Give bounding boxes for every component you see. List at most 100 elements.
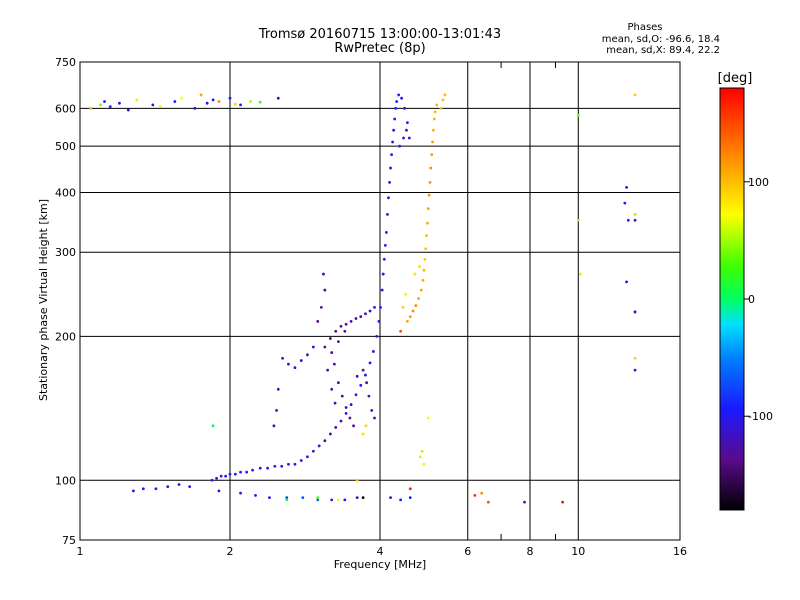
data-point xyxy=(239,103,242,107)
data-point xyxy=(393,117,397,121)
data-point xyxy=(293,366,297,370)
data-point xyxy=(268,496,271,499)
data-point xyxy=(228,96,232,100)
data-point xyxy=(311,345,315,349)
data-point xyxy=(403,106,406,110)
data-point xyxy=(306,455,309,459)
x-tick-label: 8 xyxy=(527,545,534,558)
colorbar-tick-label: -100 xyxy=(748,410,773,423)
data-point xyxy=(418,455,422,459)
data-point xyxy=(423,257,427,261)
data-point xyxy=(433,110,437,114)
data-point xyxy=(391,140,395,144)
data-point xyxy=(228,472,232,476)
data-point xyxy=(233,472,237,476)
x-tick-label: 16 xyxy=(673,545,687,558)
data-point xyxy=(355,496,359,499)
data-point xyxy=(317,444,321,448)
data-point xyxy=(399,329,403,333)
data-point xyxy=(336,381,340,385)
data-point xyxy=(132,489,135,493)
data-point xyxy=(418,265,421,268)
data-point xyxy=(339,324,343,328)
data-point xyxy=(188,485,192,489)
data-point xyxy=(159,105,162,109)
data-point xyxy=(151,103,155,107)
data-point xyxy=(336,498,340,502)
colorbar-tick-label: 100 xyxy=(748,176,769,189)
data-point xyxy=(273,464,277,468)
data-point xyxy=(280,464,284,468)
data-point xyxy=(408,496,412,499)
data-point xyxy=(408,315,412,319)
data-point xyxy=(561,500,564,504)
data-point xyxy=(287,462,290,466)
data-point xyxy=(364,424,368,428)
data-point xyxy=(421,278,425,282)
data-point xyxy=(323,288,327,292)
data-point xyxy=(258,100,262,104)
data-point xyxy=(224,474,228,478)
chart-title: Tromsø 20160715 13:00:00-13:01:43 xyxy=(258,27,501,42)
data-point xyxy=(245,470,249,474)
data-point xyxy=(354,393,358,397)
data-point xyxy=(239,470,242,474)
data-point xyxy=(408,487,412,491)
data-point xyxy=(348,416,352,420)
data-point xyxy=(281,356,284,360)
data-point xyxy=(428,180,432,184)
data-point xyxy=(285,496,289,499)
x-axis-label: Frequency [MHz] xyxy=(334,558,426,571)
data-point xyxy=(405,128,408,132)
data-point xyxy=(276,96,280,100)
y-tick-label: 600 xyxy=(55,102,76,115)
y-tick-label: 400 xyxy=(55,186,76,199)
colorbar xyxy=(719,87,745,511)
data-point xyxy=(432,117,436,121)
data-point xyxy=(306,353,309,357)
data-point xyxy=(431,140,434,144)
plot-frame xyxy=(79,61,681,541)
data-point xyxy=(406,319,409,323)
data-point xyxy=(625,280,628,284)
data-point xyxy=(275,409,278,412)
data-point xyxy=(486,500,490,504)
data-point xyxy=(108,105,112,109)
data-point xyxy=(328,432,332,436)
data-point xyxy=(233,102,237,106)
data-point xyxy=(439,106,443,110)
data-point xyxy=(576,113,580,117)
data-point xyxy=(166,485,170,489)
data-point xyxy=(422,462,426,466)
data-point xyxy=(339,419,343,423)
data-point xyxy=(323,345,327,349)
data-point xyxy=(633,356,637,360)
data-point xyxy=(388,180,391,184)
data-point xyxy=(287,362,290,366)
data-point xyxy=(414,304,418,307)
data-point xyxy=(326,368,330,372)
data-point xyxy=(426,416,430,420)
data-point xyxy=(334,329,338,333)
data-point xyxy=(392,128,396,132)
data-point xyxy=(426,221,429,225)
phase-info-o: mean, sd,O: -96.6, 18.4 xyxy=(602,34,720,45)
data-point xyxy=(361,496,365,499)
data-point xyxy=(364,312,367,316)
data-point xyxy=(429,166,433,170)
data-point xyxy=(349,403,353,406)
data-point xyxy=(375,334,379,338)
data-point xyxy=(340,394,344,398)
data-point xyxy=(251,468,254,472)
series-0 xyxy=(103,93,526,504)
data-point xyxy=(343,498,347,502)
data-point xyxy=(205,101,209,105)
data-point xyxy=(215,476,219,480)
data-point xyxy=(633,310,637,314)
x-tick-label: 2 xyxy=(227,545,234,558)
colorbar-ticks: 100 0 -100 xyxy=(744,176,773,423)
data-point xyxy=(365,381,369,385)
data-point xyxy=(316,496,320,499)
chart-subtitle: RwPretec (8p) xyxy=(334,41,425,56)
